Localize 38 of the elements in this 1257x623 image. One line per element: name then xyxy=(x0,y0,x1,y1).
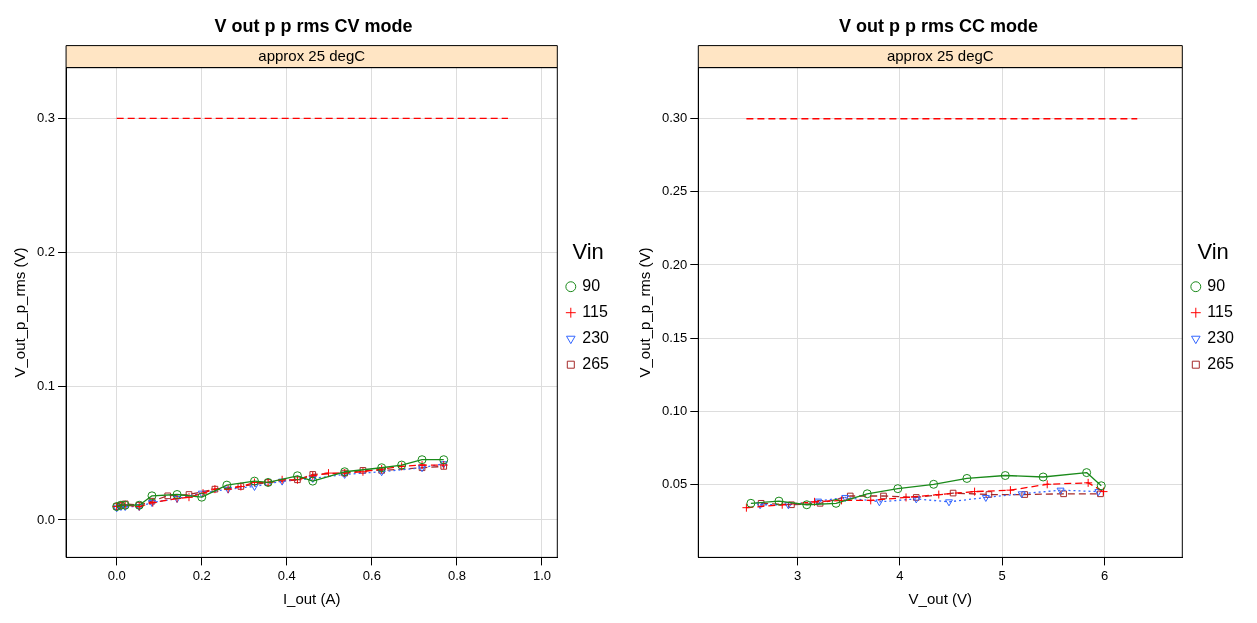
x-axis-title: V_out (V) xyxy=(908,590,972,608)
legend-label: 265 xyxy=(1207,355,1235,373)
x-tick-label: 3 xyxy=(793,567,802,583)
x-tick-label: 6 xyxy=(1100,567,1109,583)
x-tick-label: 0.8 xyxy=(447,567,466,583)
y-axis-title: V_out_p_p_rms (V) xyxy=(11,247,29,378)
legend-label: 230 xyxy=(1207,329,1235,347)
x-tick-label: 0.4 xyxy=(277,567,296,583)
x-axis-title: I_out (A) xyxy=(282,590,341,608)
x-tick-label: 4 xyxy=(896,567,904,583)
x-tick-label: 0.6 xyxy=(362,567,381,583)
legend-label: 115 xyxy=(1207,303,1233,321)
legend-title: Vin xyxy=(572,239,604,265)
legend-label: 90 xyxy=(1207,277,1226,295)
y-tick-label: 0.05 xyxy=(661,475,688,491)
y-tick-label: 0.15 xyxy=(661,329,688,345)
y-tick-label: 0.0 xyxy=(36,511,56,527)
chart-title: V out p p rms CC mode xyxy=(838,15,1039,36)
legend-label: 230 xyxy=(582,329,610,347)
y-tick-label: 0.20 xyxy=(661,256,688,272)
x-tick-label: 5 xyxy=(998,567,1006,583)
y-tick-label: 0.30 xyxy=(661,110,688,126)
y-tick-label: 0.1 xyxy=(36,377,56,393)
y-tick-label: 0.25 xyxy=(661,183,688,199)
x-tick-label: 0.2 xyxy=(192,567,211,583)
y-tick-label: 0.2 xyxy=(36,243,56,259)
x-tick-label: 1.0 xyxy=(532,567,552,583)
legend-title: Vin xyxy=(1197,239,1229,265)
legend-label: 115 xyxy=(582,303,608,321)
legend-label: 265 xyxy=(582,355,610,373)
y-tick-label: 0.10 xyxy=(661,402,688,418)
chart-title: V out p p rms CV mode xyxy=(214,15,413,36)
chart-subtitle: approx 25 degC xyxy=(258,46,366,64)
y-axis-title: V_out_p_p_rms (V) xyxy=(636,247,654,378)
x-tick-label: 0.0 xyxy=(107,567,126,583)
chart-subtitle: approx 25 degC xyxy=(886,46,994,64)
legend-label: 90 xyxy=(582,277,601,295)
y-tick-label: 0.3 xyxy=(36,110,56,126)
